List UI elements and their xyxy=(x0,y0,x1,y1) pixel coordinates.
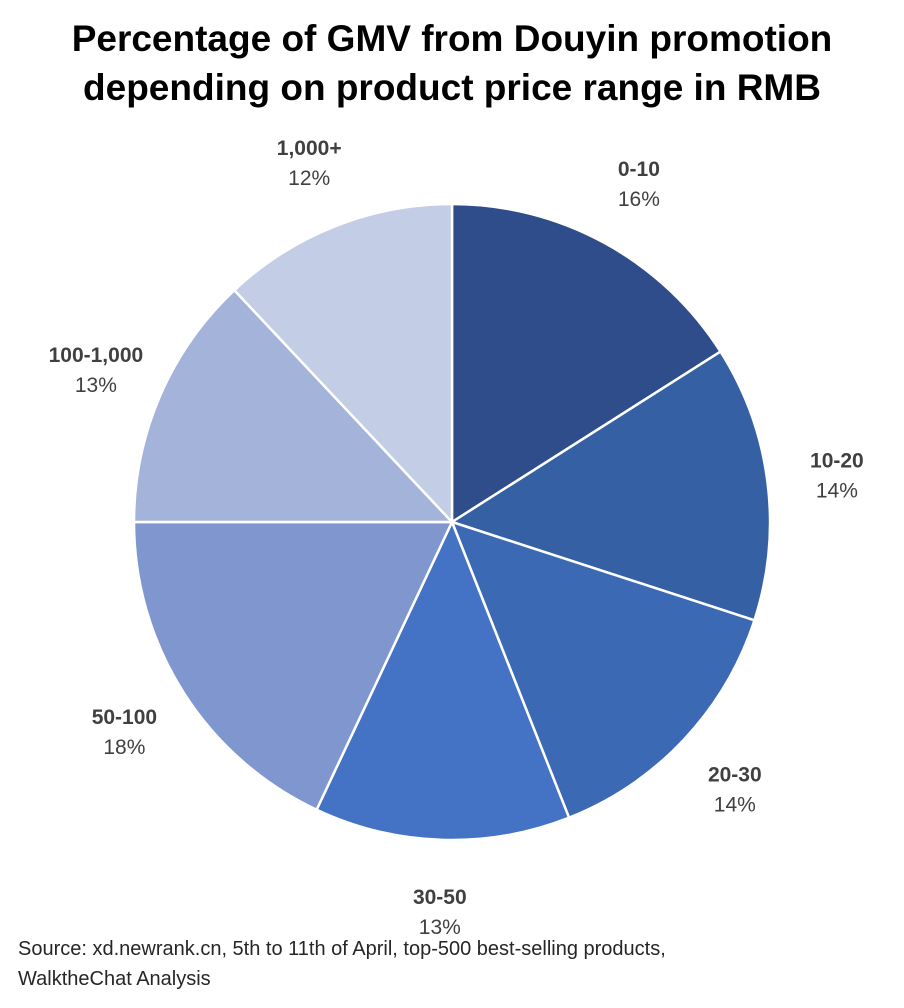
slice-category-label: 20-30 xyxy=(708,764,762,787)
slice-category-label: 10-20 xyxy=(810,449,864,472)
pie-slice-20-30 xyxy=(450,520,756,819)
slice-value-label: 16% xyxy=(618,188,660,211)
slice-label-30-50: 30-50 13% xyxy=(413,886,467,939)
slice-value-label: 13% xyxy=(75,374,117,397)
pie-slice-30-50 xyxy=(315,520,571,842)
pie-slices xyxy=(132,202,772,842)
pie-slice-50-100 xyxy=(132,520,454,811)
slice-category-label: 1,000+ xyxy=(277,137,342,160)
slice-label-1-000: 1,000+ 12% xyxy=(277,137,342,190)
chart-title-line-2: depending on product price range in RMB xyxy=(83,67,821,108)
pie-slice-1-000 xyxy=(233,202,454,524)
source-note: Source: xd.newrank.cn, 5th to 11th of Ap… xyxy=(18,934,898,994)
slice-category-label: 50-100 xyxy=(92,706,157,729)
slice-value-label: 14% xyxy=(714,794,756,817)
slice-value-label: 13% xyxy=(419,916,461,939)
slice-label-100-1-000: 100-1,000 13% xyxy=(49,344,144,397)
source-line-1: Source: xd.newrank.cn, 5th to 11th of Ap… xyxy=(18,938,666,960)
source-line-2: WalktheChat Analysis xyxy=(18,968,211,990)
pie-labels: 0-10 16% 10-20 14% 20-30 14% 30-50 13% 50-100 18%… xyxy=(49,137,864,939)
chart-title-line-1: Percentage of GMV from Douyin promotion xyxy=(71,18,833,59)
pie-slice-0-10 xyxy=(450,202,722,524)
slice-label-20-30: 20-30 14% xyxy=(708,764,762,817)
slice-label-0-10: 0-10 16% xyxy=(618,158,660,211)
slice-label-50-100: 50-100 18% xyxy=(92,706,157,759)
slice-category-label: 100-1,000 xyxy=(49,344,144,367)
chart-title: Percentage of GMV from Douyin promotion … xyxy=(0,14,904,112)
slice-label-10-20: 10-20 14% xyxy=(810,449,864,502)
slice-value-label: 14% xyxy=(816,479,858,502)
slice-value-label: 12% xyxy=(288,167,330,190)
pie-slice-10-20 xyxy=(450,350,772,622)
slice-value-label: 18% xyxy=(103,736,145,759)
slice-category-label: 0-10 xyxy=(618,158,660,181)
slice-category-label: 30-50 xyxy=(413,886,467,909)
pie-slice-100-1-000 xyxy=(132,288,454,524)
